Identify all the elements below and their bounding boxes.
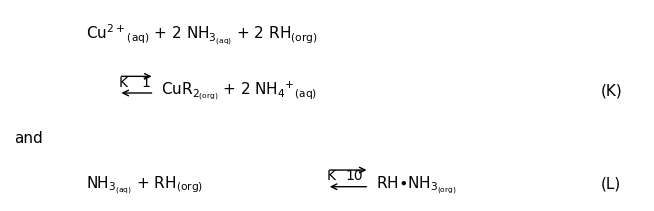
Text: RH$\bullet$NH$_{3_{\mathsf{(org)}}}$: RH$\bullet$NH$_{3_{\mathsf{(org)}}}$ [376, 175, 456, 197]
Text: and: and [14, 131, 43, 146]
Text: K: K [118, 76, 128, 90]
Text: K: K [327, 169, 336, 183]
Text: (K): (K) [600, 83, 622, 98]
Text: NH$_{3_{\mathsf{(aq)}}}$ + RH$_{\mathsf{(org)}}$: NH$_{3_{\mathsf{(aq)}}}$ + RH$_{\mathsf{… [86, 175, 203, 197]
Text: (L): (L) [600, 177, 621, 192]
Text: 1: 1 [141, 76, 150, 90]
Text: 10: 10 [345, 169, 363, 183]
Text: CuR$_{2_{\mathsf{(org)}}}$ + 2 NH$_{4}$$^{+}$$_{\mathsf{(aq)}}$: CuR$_{2_{\mathsf{(org)}}}$ + 2 NH$_{4}$$… [161, 80, 317, 103]
Text: Cu$^{2+}$$_{\mathsf{(aq)}}$ + 2 NH$_{3_{\mathsf{(aq)}}}$ + 2 RH$_{\mathsf{(org)}: Cu$^{2+}$$_{\mathsf{(aq)}}$ + 2 NH$_{3_{… [86, 22, 318, 47]
